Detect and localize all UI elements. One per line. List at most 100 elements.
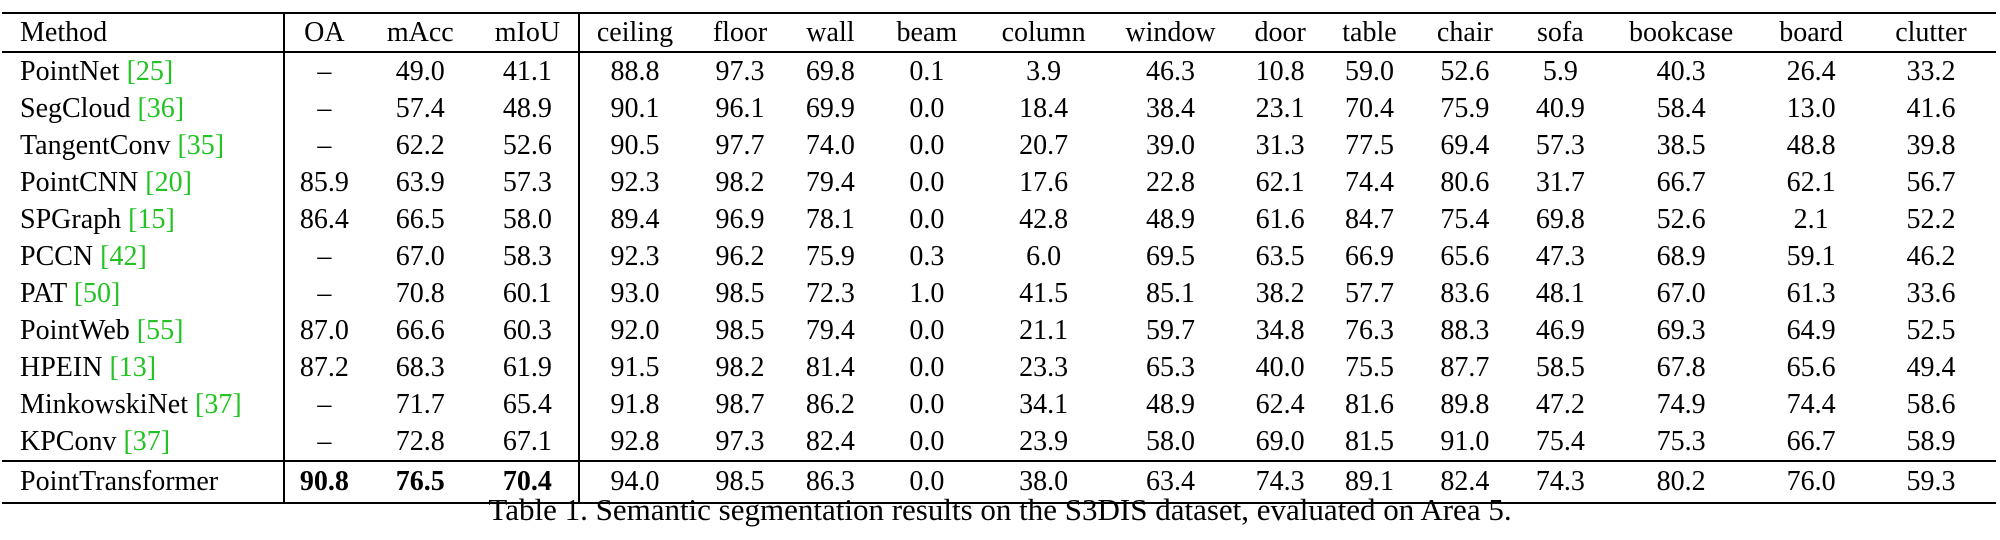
value-cell: 98.2 <box>715 167 765 198</box>
value-cell: 63.4 <box>1146 466 1195 497</box>
method-cell: HPEIN [13] <box>2 349 286 386</box>
method-name: PointNet <box>20 56 120 87</box>
method-cell: PointCNN [20] <box>2 164 286 201</box>
value-cell: 0.3 <box>909 241 945 272</box>
column-header: window <box>1125 17 1216 48</box>
value-cell: 65.3 <box>1146 352 1195 383</box>
table-row: PointNet [25] –49.0 41.1 88.8 97.3 69.8 0.1 3.9… <box>2 52 1996 90</box>
citation-link[interactable]: [35] <box>177 130 225 161</box>
results-table: Method OA mAcc mIoU ceiling floor wall beam colu… <box>2 12 1996 504</box>
value-cell: 64.9 <box>1786 315 1836 346</box>
column-header: column <box>1001 17 1086 48</box>
value-cell: 69.3 <box>1656 315 1706 346</box>
value-cell: 88.8 <box>610 56 660 87</box>
method-cell: MinkowskiNet [37] <box>2 386 286 423</box>
value-cell: 23.1 <box>1255 93 1305 124</box>
value-cell: 23.3 <box>1019 352 1069 383</box>
citation-link[interactable]: [36] <box>137 93 185 124</box>
value-cell: 70.8 <box>395 278 445 309</box>
value-cell: 31.3 <box>1255 130 1305 161</box>
table-caption: Table 1. Semantic segmentation results o… <box>488 492 1512 527</box>
value-cell: 58.6 <box>1906 389 1956 420</box>
value-cell: 60.3 <box>477 312 580 349</box>
value-cell: 96.9 <box>715 204 765 235</box>
citation-link[interactable]: [37] <box>195 389 242 420</box>
method-name: PointCNN <box>20 167 139 198</box>
value-cell: 86.3 <box>805 466 855 497</box>
value-cell: 67.1 <box>477 423 580 461</box>
value-cell: 91.5 <box>610 352 660 383</box>
citation-link[interactable]: [50] <box>73 278 121 309</box>
value-cell: 48.8 <box>1786 130 1836 161</box>
value-cell: 0.1 <box>909 56 945 87</box>
citation-link[interactable]: [37] <box>123 426 171 457</box>
value-cell: 69.8 <box>1535 204 1585 235</box>
value-cell: 68.9 <box>1656 241 1706 272</box>
value-cell: 92.3 <box>610 241 660 272</box>
value-cell: 2.1 <box>1793 204 1829 235</box>
value-cell: 33.6 <box>1906 278 1956 309</box>
value-cell: 0.0 <box>909 426 945 457</box>
method-name: HPEIN <box>20 352 103 383</box>
value-cell: 0.0 <box>909 352 945 383</box>
value-cell: 79.4 <box>805 315 855 346</box>
value-cell: – <box>317 241 332 272</box>
table-row: MinkowskiNet [37] –71.7 65.4 91.8 98.7 86.2 0.… <box>2 386 1996 423</box>
value-cell: 87.7 <box>1440 352 1490 383</box>
method-cell: SPGraph [15] <box>2 201 286 238</box>
value-cell: 69.0 <box>1255 426 1305 457</box>
table-row: PCCN [42] –67.0 58.3 92.3 96.2 75.9 0.3 6.0 69.5… <box>2 238 1996 275</box>
value-cell: 52.6 <box>1440 56 1490 87</box>
citation-link[interactable]: [55] <box>136 315 184 346</box>
value-cell: 81.4 <box>805 352 855 383</box>
method-name: MinkowskiNet <box>20 389 188 420</box>
citation-link[interactable]: [25] <box>126 56 174 87</box>
value-cell: 80.6 <box>1440 167 1490 198</box>
value-cell: 96.2 <box>715 241 765 272</box>
column-header: ceiling <box>596 17 674 48</box>
table-row-highlight: PointTransformer 90.8 76.5 70.4 94.0 98.5 86.3… <box>2 461 1996 503</box>
citation-link[interactable]: [42] <box>100 241 147 272</box>
value-cell: 75.9 <box>1440 93 1490 124</box>
value-cell: 63.9 <box>395 167 445 198</box>
value-cell: 59.1 <box>1786 241 1836 272</box>
column-header: clutter <box>1895 17 1967 48</box>
column-header: wall <box>806 17 855 48</box>
value-cell: 40.3 <box>1656 56 1706 87</box>
value-cell: 52.6 <box>1656 204 1706 235</box>
method-cell: PointWeb [55] <box>2 312 286 349</box>
value-cell: 75.4 <box>1535 426 1585 457</box>
value-cell: 69.9 <box>805 93 855 124</box>
value-cell: 74.4 <box>1344 167 1394 198</box>
value-cell: – <box>317 426 332 457</box>
value-cell: 58.3 <box>477 238 580 275</box>
value-cell: 97.3 <box>715 426 765 457</box>
citation-link[interactable]: [15] <box>128 204 175 235</box>
value-cell: – <box>317 130 332 161</box>
method-name: KPConv <box>20 426 117 457</box>
value-cell: – <box>317 93 332 124</box>
value-cell: 90.8 <box>299 466 349 497</box>
value-cell: 77.5 <box>1344 130 1394 161</box>
column-header: Method <box>2 13 286 52</box>
method-name: PointTransformer <box>20 466 219 497</box>
citation-link[interactable]: [13] <box>109 352 157 383</box>
value-cell: 60.1 <box>477 275 580 312</box>
value-cell: 46.3 <box>1146 56 1195 87</box>
value-cell: 47.3 <box>1535 241 1585 272</box>
value-cell: 38.5 <box>1656 130 1706 161</box>
column-header: OA <box>304 17 345 48</box>
value-cell: 58.4 <box>1656 93 1706 124</box>
value-cell: 62.1 <box>1255 167 1305 198</box>
value-cell: 58.0 <box>477 201 580 238</box>
value-cell: 59.0 <box>1344 56 1394 87</box>
value-cell: 75.3 <box>1656 426 1706 457</box>
value-cell: 85.1 <box>1146 278 1195 309</box>
value-cell: 65.6 <box>1786 352 1836 383</box>
value-cell: 0.0 <box>909 466 945 497</box>
value-cell: 57.7 <box>1344 278 1394 309</box>
value-cell: 89.4 <box>610 204 660 235</box>
citation-link[interactable]: [20] <box>145 167 192 198</box>
value-cell: 98.2 <box>715 352 765 383</box>
column-header: table <box>1342 17 1397 48</box>
